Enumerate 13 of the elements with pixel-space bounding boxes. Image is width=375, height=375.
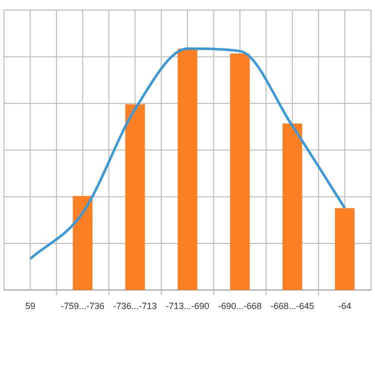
x-tick-label: -690...-668: [218, 301, 262, 312]
bar: [334, 208, 355, 290]
bar: [282, 124, 302, 290]
bar: [178, 48, 198, 290]
x-tick-label: -759...-736: [60, 301, 104, 312]
x-tick-label: -64: [338, 301, 352, 312]
x-tick-label: -668...-645: [270, 301, 314, 312]
x-tick-label: -736...-713: [113, 301, 157, 312]
bar: [72, 196, 92, 290]
bar: [125, 104, 145, 290]
x-tick-label: -713...-690: [166, 301, 210, 312]
x-tick-label: 59: [25, 301, 36, 312]
bar: [230, 53, 250, 290]
